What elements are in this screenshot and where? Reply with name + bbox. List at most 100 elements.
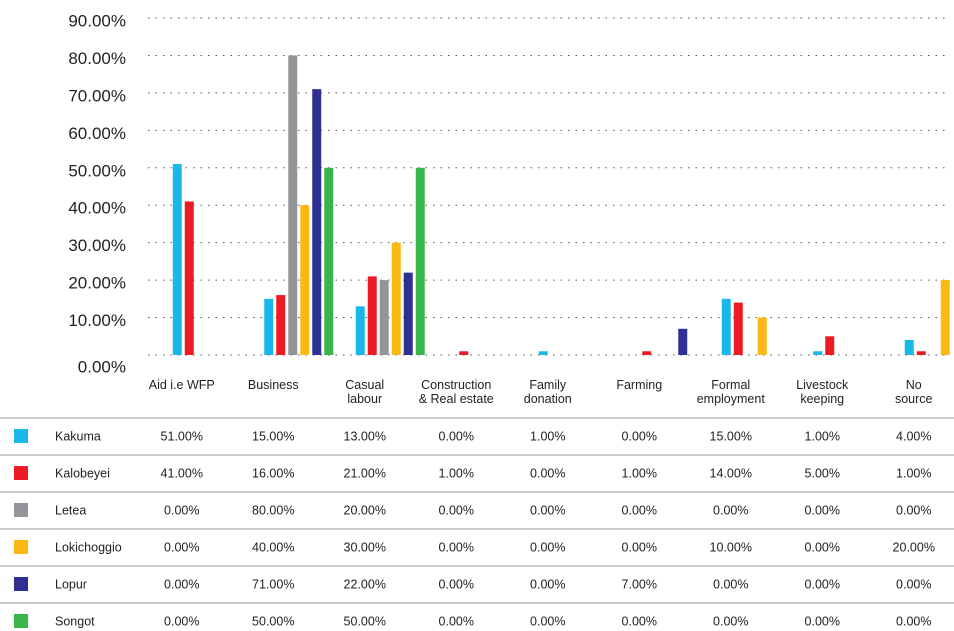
table-cell: 1.00% (439, 466, 474, 480)
legend-swatch (14, 614, 28, 628)
table-cell: 51.00% (161, 429, 203, 443)
bar (642, 351, 652, 355)
table-cell: 0.00% (439, 429, 474, 443)
table-cell: 0.00% (530, 614, 565, 628)
table-cell: 0.00% (805, 577, 840, 591)
table-cell: 0.00% (164, 503, 199, 517)
x-tick-label: Family donation (523, 378, 572, 406)
table-cell: 10.00% (710, 540, 752, 554)
table-cell: 40.00% (252, 540, 294, 554)
bar (391, 242, 401, 355)
bar (288, 55, 298, 355)
table-cell: 0.00% (439, 503, 474, 517)
legend-label: Songot (55, 614, 95, 628)
table-cell: 0.00% (164, 614, 199, 628)
bar (276, 295, 286, 355)
legend-swatch (14, 429, 28, 443)
table-cell: 41.00% (161, 466, 203, 480)
table-cell: 0.00% (896, 614, 931, 628)
bar (355, 306, 365, 355)
bar (312, 89, 322, 356)
table-cell: 22.00% (344, 577, 386, 591)
bar (172, 164, 182, 355)
table-cell: 0.00% (439, 540, 474, 554)
x-tick-label: Formal employment (696, 378, 765, 406)
x-tick-label: Livestock keeping (796, 378, 849, 406)
x-tick-label: Business (247, 378, 299, 392)
bar (825, 336, 835, 355)
table-cell: 0.00% (439, 577, 474, 591)
table-cell: 0.00% (622, 429, 657, 443)
legend-label: Kalobeyei (55, 466, 110, 480)
table-cell: 0.00% (530, 540, 565, 554)
table-cell: 0.00% (622, 540, 657, 554)
table-cell: 71.00% (252, 577, 294, 591)
legend-label: Lokichoggio (55, 540, 122, 554)
table-cell: 0.00% (530, 577, 565, 591)
table-cell: 5.00% (805, 466, 840, 480)
table-cell: 0.00% (713, 577, 748, 591)
table-cell: 1.00% (805, 429, 840, 443)
x-tick-label: Aid i.e WFP (148, 378, 215, 392)
legend-label: Kakuma (55, 429, 101, 443)
legend-swatch (14, 540, 28, 554)
bar (757, 317, 767, 355)
table-cell: 50.00% (252, 614, 294, 628)
bar (379, 280, 389, 355)
bar (733, 302, 743, 355)
table-cell: 16.00% (252, 466, 294, 480)
table-cell: 0.00% (439, 614, 474, 628)
table-cell: 0.00% (713, 503, 748, 517)
bar (403, 272, 413, 355)
bar (324, 167, 334, 355)
table-cell: 0.00% (622, 503, 657, 517)
table-cell: 0.00% (805, 614, 840, 628)
legend-swatch (14, 577, 28, 591)
bar (264, 298, 274, 355)
table-cell: 0.00% (896, 577, 931, 591)
table-cell: 1.00% (530, 429, 565, 443)
y-tick-label: 60.00% (68, 124, 126, 143)
y-tick-label: 20.00% (68, 274, 126, 293)
table-cell: 20.00% (344, 503, 386, 517)
y-tick-label: 0.00% (78, 357, 126, 376)
table-cell: 80.00% (252, 503, 294, 517)
table-cell: 0.00% (530, 503, 565, 517)
table-cell: 1.00% (896, 466, 931, 480)
table-cell: 0.00% (896, 503, 931, 517)
table-cell: 4.00% (896, 429, 931, 443)
y-tick-label: 70.00% (68, 86, 126, 105)
x-tick-label: Casual labour (345, 378, 385, 406)
bar (940, 280, 950, 355)
x-tick-label: Farming (616, 378, 663, 392)
table-cell: 0.00% (530, 466, 565, 480)
bar (415, 167, 425, 355)
bar (678, 328, 688, 355)
bar (459, 351, 469, 355)
x-tick-label: Construction & Real estate (418, 378, 494, 406)
bar (916, 351, 926, 355)
table-cell: 7.00% (622, 577, 657, 591)
bar (184, 201, 194, 355)
table-cell: 14.00% (710, 466, 752, 480)
table-cell: 20.00% (893, 540, 935, 554)
table-cell: 0.00% (805, 503, 840, 517)
y-tick-label: 80.00% (68, 49, 126, 68)
y-tick-label: 10.00% (68, 311, 126, 330)
bar (721, 298, 731, 355)
table-cell: 15.00% (710, 429, 752, 443)
bar (300, 205, 310, 355)
table-cell: 0.00% (805, 540, 840, 554)
y-tick-label: 40.00% (68, 199, 126, 218)
y-tick-label: 90.00% (68, 11, 126, 30)
table-cell: 50.00% (344, 614, 386, 628)
legend-swatch (14, 466, 28, 480)
y-tick-label: 50.00% (68, 161, 126, 180)
table-cell: 13.00% (344, 429, 386, 443)
table-cell: 0.00% (164, 540, 199, 554)
bar (367, 276, 377, 355)
bar (813, 351, 823, 355)
table-cell: 0.00% (164, 577, 199, 591)
